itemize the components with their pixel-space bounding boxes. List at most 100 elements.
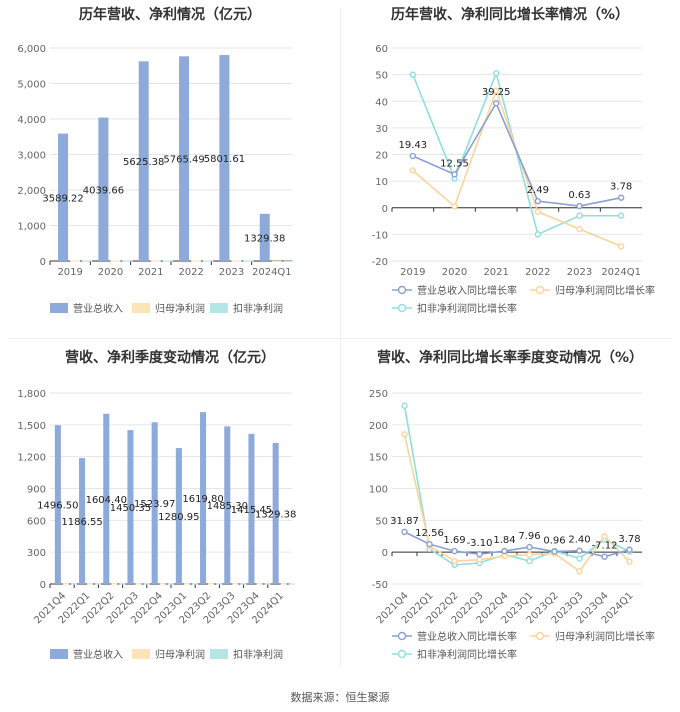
series-point-归母净利润同比增长率 [492,87,500,94]
series-point-扣非净利润同比增长率 [409,71,417,78]
bar-营业总收入 [224,426,231,584]
bar-data-label: 1450.35 [110,503,151,514]
legend-label: 营业总收入同比增长率 [417,630,517,643]
series-point-归母净利润同比增长率 [576,225,583,233]
series-point-扣非净利润同比增长率 [617,212,625,219]
bar-营业总收入 [179,56,190,261]
series-point-归母净利润同比增长率 [501,552,508,560]
y-tick-label: 250 [369,389,388,400]
line-data-label: 0.63 [568,190,590,201]
bar-归母净利润 [159,583,166,585]
bar-营业总收入 [54,425,61,584]
line-data-label: 2.49 [527,185,549,196]
series-point-营业总收入同比增长率 [617,194,625,201]
bar-扣非净利润 [119,583,126,585]
series-point-营业总收入同比增长率 [526,543,533,551]
bar-扣非净利润 [243,260,254,262]
series-point-营业总收入同比增长率 [476,550,483,558]
bar-归母净利润 [183,583,190,585]
chart3-title: 营收、净利季度变动情况（亿元） [65,350,275,366]
legend-swatch [210,649,228,659]
bar-营业总收入 [98,117,109,261]
series-point-营业总收入同比增长率 [426,540,433,548]
x-tick-label: 2023 [219,267,244,278]
series-point-归母净利润同比增长率 [617,243,625,250]
line-data-label: 31.87 [390,516,419,527]
x-tick-label: 2019 [57,267,82,278]
bar-data-label: 1186.55 [61,517,102,528]
y-tick-label: 20 [375,151,388,162]
bar-扣非净利润 [288,583,295,585]
bar-营业总收入 [103,413,110,584]
bar-扣非净利润 [203,260,214,262]
bar-扣非净利润 [191,583,198,585]
y-tick-label: 1,200 [17,453,46,464]
series-point-营业总收入同比增长率 [626,546,633,553]
series-point-扣非净利润同比增长率 [576,212,583,219]
bar-营业总收入 [127,430,134,584]
legend-marker [397,631,407,641]
bar-扣非净利润 [95,583,102,585]
y-tick-label: -50 [372,580,388,591]
chart2-title: 历年营收、净利同比增长率情况（%） [390,7,630,23]
y-tick-label: 3,000 [17,151,46,162]
series-point-营业总收入同比增长率 [451,171,458,178]
legend-label: 扣非净利润同比增长率 [417,648,517,661]
chart4-title: 营收、净利同比增长率季度变动情况（%） [376,350,644,366]
bar-扣非净利润 [82,260,93,262]
bar-data-label: 1280.95 [158,512,199,523]
y-tick-label: 60 [375,44,388,55]
line-data-label: 19.43 [399,140,428,151]
series-point-扣非净利润同比增长率 [526,557,533,565]
bar-扣非净利润 [70,583,77,585]
line-data-label: 39.25 [482,87,511,98]
bar-归母净利润 [208,583,215,585]
legend-marker [535,631,545,641]
legend-swatch [50,649,68,659]
x-tick-label: 2019 [400,267,425,278]
series-point-营业总收入同比增长率 [501,547,508,555]
bar-营业总收入 [219,55,230,261]
y-tick-label: 30 [375,124,388,135]
x-tick-label: 2021 [138,267,163,278]
series-point-营业总收入同比增长率 [534,197,542,205]
y-tick-label: 0 [40,257,46,268]
series-point-归母净利润同比增长率 [626,558,633,565]
series-line-营业总收入同比增长率 [412,101,622,207]
bar-扣非净利润 [264,583,271,585]
y-tick-label: -20 [372,257,388,268]
bar-归母净利润 [191,260,202,262]
legend-label: 归母净利润 [155,302,205,315]
bar-营业总收入 [79,458,86,584]
series-point-归母净利润同比增长率 [576,568,583,575]
bar-data-label: 1329.38 [255,509,296,520]
x-tick-label: 2022 [178,267,203,278]
bar-营业总收入 [200,412,207,584]
line-data-label: 1.69 [443,535,465,546]
bar-data-label: 1604.40 [86,495,127,506]
bar-data-label: 1496.50 [37,501,78,512]
series-point-归母净利润同比增长率 [401,431,408,438]
series-point-营业总收入同比增长率 [401,528,408,536]
bar-归母净利润 [150,260,161,262]
bar-营业总收入 [248,433,255,584]
data-source-footer: 数据来源：恒生聚源 [290,691,390,704]
legend-label: 营业总收入 [73,302,123,315]
legend-label: 营业总收入 [73,648,123,661]
legend-label: 扣非净利润同比增长率 [417,302,517,315]
series-point-归母净利润同比增长率 [476,556,483,564]
bar-归母净利润 [232,583,239,585]
bar-归母净利润 [271,260,282,262]
series-point-归母净利润同比增长率 [451,203,458,210]
bar-归母净利润 [70,260,81,262]
bar-归母净利润 [280,583,287,585]
x-tick-label: 2024Q1 [601,267,641,278]
y-tick-label: 1,000 [17,222,46,233]
series-point-归母净利润同比增长率 [409,167,417,174]
series-point-营业总收入同比增长率 [551,548,558,555]
y-tick-label: 600 [27,516,46,527]
y-tick-label: 50 [375,71,388,82]
legend-label: 扣非净利润 [233,302,283,315]
series-point-营业总收入同比增长率 [409,152,417,160]
